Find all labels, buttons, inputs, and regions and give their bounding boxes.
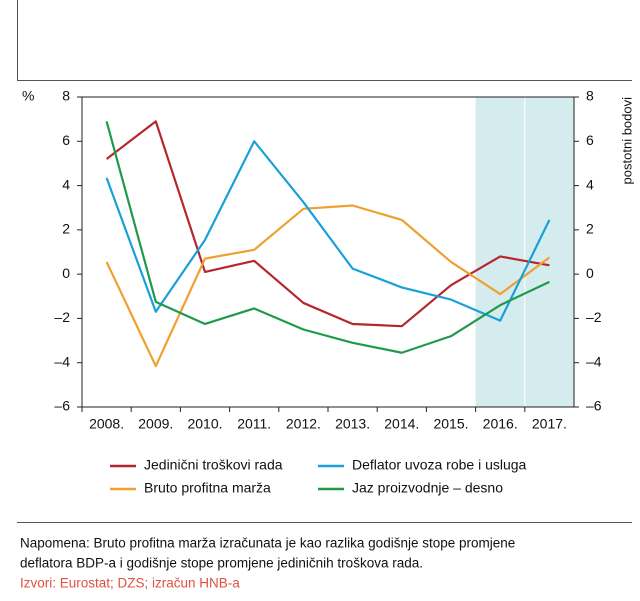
x-tick-label: 2010. [187,416,222,432]
y-tick-label: –2 [54,309,70,325]
x-tick-label: 2011. [237,416,271,432]
y-tick-label: 4 [62,176,70,192]
legend-label: Jedinični troškovi rada [144,457,283,473]
y2-tick-label: 6 [586,132,594,148]
legend-label: Jaz proizvodnje – desno [352,480,503,496]
y-tick-label: –4 [54,353,70,369]
x-tick-label: 2016. [483,416,518,432]
x-tick-label: 2013. [335,416,370,432]
y2-tick-label: 0 [586,265,594,281]
source: Izvori: Eurostat; DZS; izračun HNB-a [20,576,240,591]
x-tick-label: 2008. [89,416,124,432]
y2-tick-label: 2 [586,221,594,237]
x-tick-label: 2015. [433,416,468,432]
y2-tick-label: 8 [586,88,594,104]
y-tick-label: 0 [62,265,70,281]
legend-label: Bruto profitna marža [144,480,271,496]
y2-tick-label: 4 [586,176,594,192]
y-tick-label: –6 [54,398,70,414]
x-tick-label: 2012. [286,416,321,432]
y2-tick-label: –6 [586,398,602,414]
series-line [105,121,550,354]
y-tick-label: 2 [62,221,70,237]
note: deflatora BDP-a i godišnje stope promjen… [20,556,423,571]
y2-axis-label: postotni bodovi [619,97,634,185]
y-axis-label: % [22,88,34,104]
series-line [105,120,550,328]
legend-label: Deflator uvoza robe i usluga [352,457,527,473]
x-tick-label: 2009. [138,416,173,432]
y-tick-label: 6 [62,132,70,148]
series-line [105,140,551,322]
y-tick-label: 8 [62,88,70,104]
x-tick-label: 2014. [384,416,419,432]
note: Napomena: Bruto profitna marža izračunat… [20,536,515,551]
y2-tick-label: –4 [586,353,602,369]
y2-tick-label: –2 [586,309,602,325]
x-tick-label: 2017. [532,416,567,432]
